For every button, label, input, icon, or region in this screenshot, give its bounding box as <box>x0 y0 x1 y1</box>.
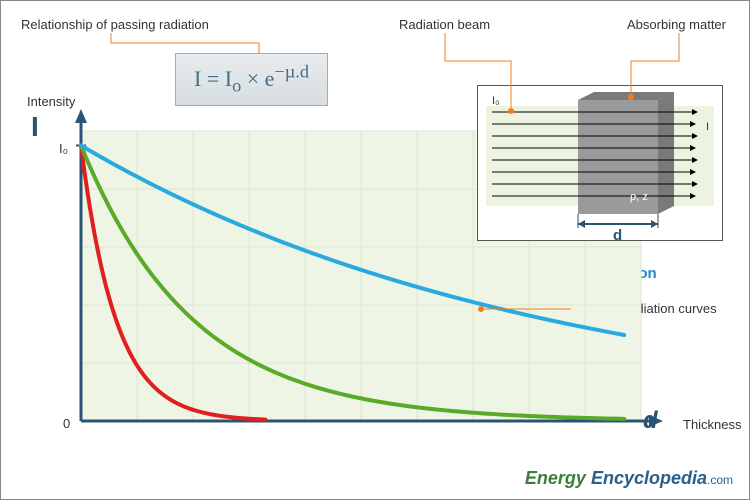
svg-text:I₀: I₀ <box>492 95 500 107</box>
logo-com: .com <box>707 473 733 487</box>
svg-text:d: d <box>613 227 622 240</box>
logo: Energy Encyclopedia.com <box>525 468 733 489</box>
svg-text:I: I <box>706 121 709 133</box>
logo-energy: Energy <box>525 468 586 488</box>
main-plot <box>1 1 750 501</box>
inset-svg: I₀ Iρ, z d <box>478 86 722 240</box>
logo-encyclopedia: Encyclopedia <box>586 468 707 488</box>
diagram-container: Relationship of passing radiation Radiat… <box>0 0 750 500</box>
inset-diagram: I₀ Iρ, z d <box>477 85 723 241</box>
svg-text:ρ, z: ρ, z <box>630 191 648 203</box>
